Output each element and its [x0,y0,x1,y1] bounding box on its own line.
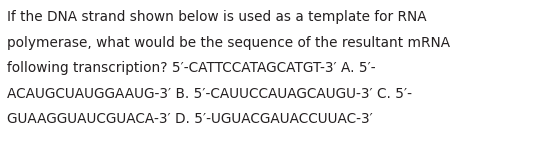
Text: GUAAGGUAUCGUACA-3′ D. 5′-UGUACGAUACCUUAC-3′: GUAAGGUAUCGUACA-3′ D. 5′-UGUACGAUACCUUAC… [7,112,372,126]
Text: following transcription? 5′-CATTCCATAGCATGT-3′ A. 5′-: following transcription? 5′-CATTCCATAGCA… [7,61,376,75]
Text: polymerase, what would be the sequence of the resultant mRNA: polymerase, what would be the sequence o… [7,36,450,50]
Text: If the DNA strand shown below is used as a template for RNA: If the DNA strand shown below is used as… [7,10,426,24]
Text: ACAUGCUAUGGAAUG-3′ B. 5′-CAUUCCAUAGCAUGU-3′ C. 5′-: ACAUGCUAUGGAAUG-3′ B. 5′-CAUUCCAUAGCAUGU… [7,87,412,101]
